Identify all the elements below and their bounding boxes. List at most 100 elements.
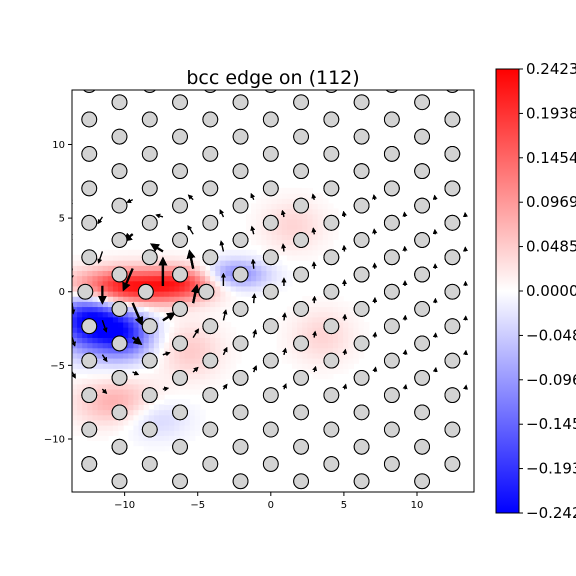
atom-marker (262, 456, 279, 472)
atom-marker (81, 146, 98, 162)
heatmap-cell (118, 327, 124, 333)
heatmap-cell (158, 394, 165, 400)
heatmap-cell (245, 270, 252, 277)
heatmap-cell (102, 249, 109, 256)
heatmap-cell (112, 394, 119, 400)
heatmap-cell (205, 342, 211, 349)
heatmap-cell (343, 301, 349, 308)
heatmap-cell (245, 218, 252, 225)
heatmap-cell (107, 368, 114, 375)
heatmap-cell (215, 270, 221, 277)
atom-marker (293, 335, 309, 352)
atom-marker (475, 95, 490, 110)
heatmap-cell (189, 409, 196, 416)
heatmap-cell (138, 388, 145, 395)
heatmap-cell (133, 358, 140, 364)
heatmap-cell (292, 229, 298, 235)
heatmap-cell (256, 208, 262, 215)
heatmap-cell (148, 337, 155, 344)
atom-marker (323, 387, 340, 404)
heatmap-cell (210, 383, 216, 390)
displacement-arrow (97, 216, 103, 225)
heatmap-cell (123, 321, 129, 328)
heatmap-cell (225, 265, 232, 271)
heatmap-cell (148, 445, 155, 452)
heatmap-cell (123, 363, 129, 369)
atom-marker (81, 387, 98, 404)
heatmap-cell (97, 332, 104, 338)
atom-marker (202, 180, 219, 197)
heatmap-cell (327, 306, 334, 313)
heatmap-cell (128, 373, 134, 380)
heatmap-cell (72, 306, 78, 313)
heatmap-cell (107, 373, 114, 380)
displacement-arrow (131, 336, 143, 345)
displacement-arrow (282, 383, 287, 390)
displacement-arrow (162, 386, 169, 392)
atom-marker (444, 249, 461, 266)
heatmap-cell (327, 347, 334, 354)
atom-marker (264, 90, 277, 93)
heatmap-cell (77, 399, 83, 405)
heatmap-cell (164, 301, 170, 308)
heatmap-cell (266, 239, 273, 246)
atom-marker (353, 163, 370, 180)
heatmap-cell (118, 321, 124, 328)
heatmap-cell (317, 347, 324, 354)
heatmap-cell (312, 239, 319, 246)
heatmap-cell (153, 311, 160, 318)
heatmap-cell (158, 321, 165, 328)
heatmap-cell (153, 409, 160, 416)
heatmap-cell (143, 373, 150, 380)
heatmap-cell (194, 280, 201, 287)
atom-marker (81, 214, 98, 231)
displacement-arrow (282, 347, 287, 355)
heatmap-cell (107, 311, 114, 318)
heatmap-cell (143, 440, 150, 447)
heatmap-cell (179, 291, 186, 297)
heatmap-cell (102, 347, 109, 354)
heatmap-cell (169, 337, 175, 344)
displacement-arrow (281, 243, 286, 252)
heatmap-cell (194, 321, 201, 328)
atom-marker (141, 180, 158, 197)
heatmap-cell (302, 249, 308, 256)
heatmap-cell (317, 352, 324, 359)
heatmap-cell (92, 291, 99, 297)
heatmap-cell (307, 198, 314, 204)
heatmap-cell (148, 342, 155, 349)
heatmap-cell (220, 368, 227, 375)
heatmap-cell (97, 373, 104, 380)
heatmap-cell (302, 254, 308, 261)
heatmap-cell (194, 425, 201, 431)
heatmap-cell (153, 296, 160, 302)
atom-marker (202, 214, 219, 231)
heatmap-cell (158, 358, 165, 364)
displacement-arrow (132, 370, 140, 376)
atom-marker (323, 111, 340, 128)
heatmap-cell (317, 193, 324, 199)
atom-marker (414, 94, 431, 111)
heatmap-cell (210, 280, 216, 287)
heatmap-cell (225, 301, 232, 308)
heatmap-cell (189, 414, 196, 421)
heatmap-cell (82, 306, 88, 313)
atom-marker (262, 318, 279, 335)
heatmap-cell (302, 332, 308, 338)
heatmap-cell (312, 363, 319, 369)
heatmap-cell (107, 260, 114, 266)
heatmap-cell (266, 275, 273, 282)
atom-marker (202, 421, 219, 438)
heatmap-cell (194, 316, 201, 323)
displacement-arrow (311, 227, 317, 235)
heatmap-cell (164, 435, 170, 442)
heatmap-cell (271, 280, 278, 287)
heatmap-cell (225, 260, 232, 266)
heatmap-cell (312, 198, 319, 204)
heatmap-cell (158, 409, 165, 416)
displacement-arrow (97, 251, 103, 264)
heatmap-cell (158, 363, 165, 369)
heatmap-cell (158, 383, 165, 390)
heatmap-cell (138, 270, 145, 277)
heatmap-cell (184, 414, 191, 421)
